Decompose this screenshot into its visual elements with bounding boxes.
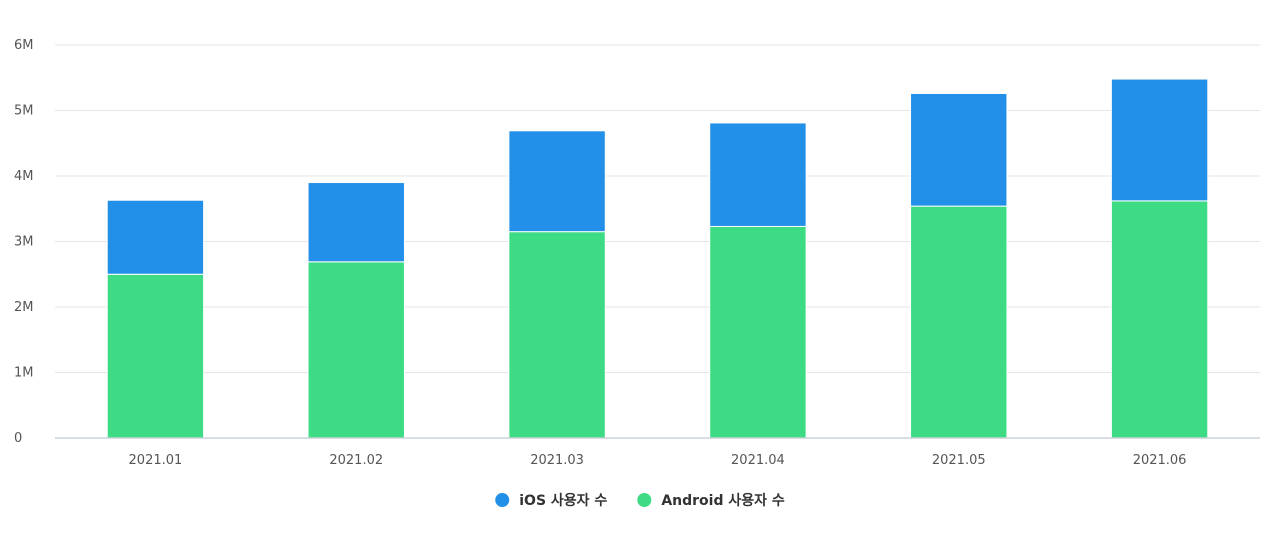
y-tick-label: 1M xyxy=(14,366,34,381)
bar-segment[interactable] xyxy=(1110,200,1209,439)
bars xyxy=(106,78,1209,439)
legend-marker xyxy=(637,493,652,507)
y-tick-label: 6M xyxy=(14,38,34,53)
y-tick-label: 5M xyxy=(14,104,34,119)
gridlines xyxy=(55,44,1260,373)
legend-label: iOS 사용자 수 xyxy=(519,493,607,509)
y-tick-label: 3M xyxy=(14,235,34,250)
y-tick-label: 2M xyxy=(14,300,34,315)
x-tick-label: 2021.03 xyxy=(530,453,584,468)
x-tick-label: 2021.04 xyxy=(731,453,785,468)
legend: iOS 사용자 수 Android 사용자 수 xyxy=(495,493,785,509)
y-tick-label: 0 xyxy=(14,431,22,446)
bar-segment[interactable] xyxy=(910,205,1008,439)
x-tick-label: 2021.02 xyxy=(329,453,383,468)
bar-segment[interactable] xyxy=(106,199,205,275)
bar-segment[interactable] xyxy=(307,261,405,439)
x-axis: 2021.01 2021.02 2021.03 2021.04 2021.05 2021.… xyxy=(129,453,1187,468)
bar-segment[interactable] xyxy=(1110,78,1209,202)
bar-segment[interactable] xyxy=(709,225,807,439)
bar-segment[interactable] xyxy=(910,92,1008,207)
x-tick-label: 2021.05 xyxy=(932,453,986,468)
y-axis: 0 1M 2M 3M 4M 5M 6M xyxy=(14,38,34,446)
bar-segment[interactable] xyxy=(508,231,606,439)
legend-item[interactable]: iOS 사용자 수 xyxy=(495,493,607,509)
x-tick-label: 2021.01 xyxy=(129,453,183,468)
legend-item[interactable]: Android 사용자 수 xyxy=(637,493,785,509)
legend-marker xyxy=(495,493,510,507)
x-tick-label: 2021.06 xyxy=(1133,453,1187,468)
bar-segment[interactable] xyxy=(709,122,807,227)
bar-segment[interactable] xyxy=(307,182,405,263)
y-tick-label: 4M xyxy=(14,169,34,184)
bar-segment[interactable] xyxy=(508,130,606,233)
bar-segment[interactable] xyxy=(106,273,205,439)
legend-label: Android 사용자 수 xyxy=(661,493,785,509)
